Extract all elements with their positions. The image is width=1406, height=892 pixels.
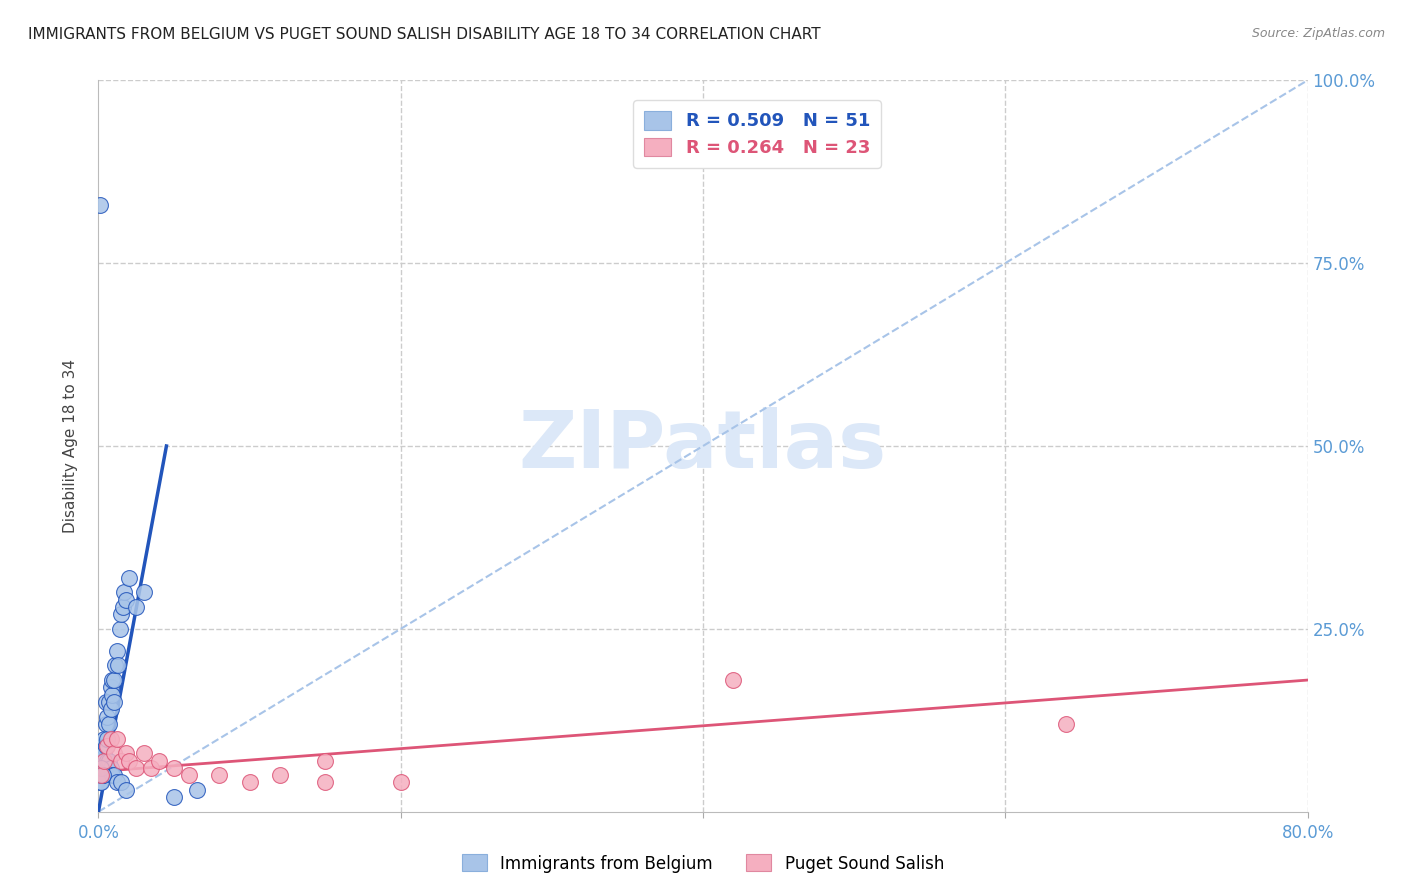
Point xyxy=(93,761,115,775)
Point xyxy=(103,768,125,782)
Point xyxy=(125,599,148,614)
Point xyxy=(98,695,121,709)
Point xyxy=(108,622,131,636)
Point xyxy=(107,658,129,673)
Point xyxy=(723,673,745,687)
Point xyxy=(389,775,412,789)
Point xyxy=(179,768,201,782)
Point xyxy=(101,673,124,687)
Point xyxy=(90,768,112,782)
Point xyxy=(89,775,111,789)
Point xyxy=(93,746,115,760)
Point xyxy=(239,775,262,789)
Point xyxy=(91,768,114,782)
Point xyxy=(89,768,111,782)
Point xyxy=(104,658,127,673)
Point xyxy=(90,768,112,782)
Legend: Immigrants from Belgium, Puget Sound Salish: Immigrants from Belgium, Puget Sound Sal… xyxy=(456,847,950,880)
Point xyxy=(100,681,122,695)
Point xyxy=(132,746,155,760)
Point xyxy=(90,761,112,775)
Point xyxy=(114,746,136,760)
Point xyxy=(96,731,118,746)
Text: Source: ZipAtlas.com: Source: ZipAtlas.com xyxy=(1251,27,1385,40)
Point xyxy=(94,739,117,753)
Point xyxy=(163,761,186,775)
Point xyxy=(118,571,141,585)
Point xyxy=(314,775,336,789)
Point xyxy=(1054,717,1077,731)
Point xyxy=(111,599,134,614)
Point xyxy=(89,754,111,768)
Point xyxy=(314,754,336,768)
Point xyxy=(100,731,122,746)
Point xyxy=(89,197,111,211)
Point xyxy=(105,731,128,746)
Point xyxy=(125,761,148,775)
Point xyxy=(98,717,121,731)
Point xyxy=(100,702,122,716)
Text: ZIPatlas: ZIPatlas xyxy=(519,407,887,485)
Point xyxy=(96,709,118,723)
Point xyxy=(101,768,124,782)
Point xyxy=(208,768,231,782)
Point xyxy=(91,768,114,782)
Text: IMMIGRANTS FROM BELGIUM VS PUGET SOUND SALISH DISABILITY AGE 18 TO 34 CORRELATIO: IMMIGRANTS FROM BELGIUM VS PUGET SOUND S… xyxy=(28,27,821,42)
Point xyxy=(103,695,125,709)
Point xyxy=(110,775,132,789)
Point xyxy=(94,717,117,731)
Point xyxy=(93,731,115,746)
Point xyxy=(100,761,122,775)
Point xyxy=(91,739,114,753)
Point xyxy=(105,775,128,789)
Point xyxy=(269,768,291,782)
Point xyxy=(94,761,117,775)
Point xyxy=(105,644,128,658)
Point xyxy=(163,790,186,805)
Legend: R = 0.509   N = 51, R = 0.264   N = 23: R = 0.509 N = 51, R = 0.264 N = 23 xyxy=(634,100,882,168)
Point xyxy=(96,754,118,768)
Point xyxy=(98,754,121,768)
Point xyxy=(101,688,124,702)
Point xyxy=(186,782,208,797)
Point xyxy=(112,585,135,599)
Point xyxy=(90,761,112,775)
Y-axis label: Disability Age 18 to 34: Disability Age 18 to 34 xyxy=(63,359,77,533)
Point xyxy=(141,761,163,775)
Point xyxy=(103,746,125,760)
Point xyxy=(110,607,132,622)
Point xyxy=(96,739,118,753)
Point xyxy=(94,695,117,709)
Point xyxy=(114,782,136,797)
Point xyxy=(114,592,136,607)
Point xyxy=(118,754,141,768)
Point xyxy=(132,585,155,599)
Point xyxy=(148,754,170,768)
Point xyxy=(93,754,115,768)
Point xyxy=(90,775,112,789)
Point xyxy=(110,754,132,768)
Point xyxy=(90,746,112,760)
Point xyxy=(91,754,114,768)
Point xyxy=(103,673,125,687)
